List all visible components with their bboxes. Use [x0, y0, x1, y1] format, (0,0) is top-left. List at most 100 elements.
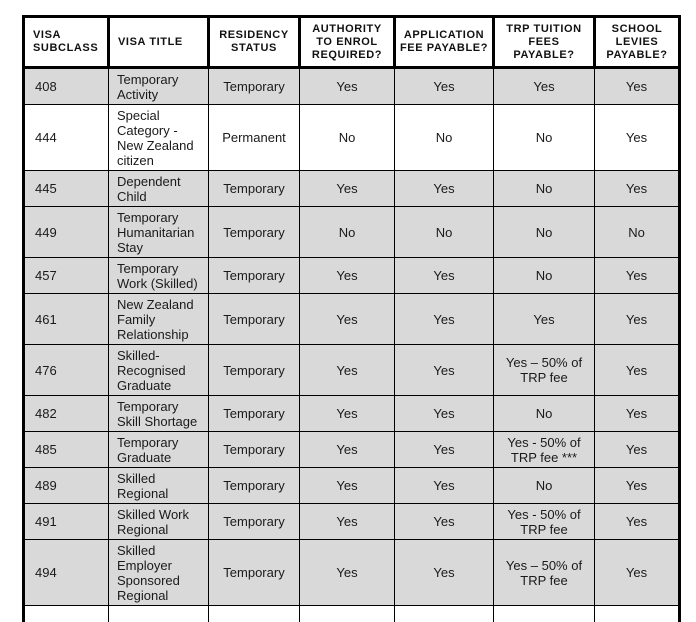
cell-residency-status: Temporary: [208, 431, 300, 468]
cell-trp-tuition-fees: No: [493, 395, 595, 432]
cell-visa-subclass: 449: [23, 206, 109, 258]
table-row: 444 Special Category - New Zealand citiz…: [23, 104, 680, 171]
cell-visa-title: [108, 605, 209, 622]
cell-school-levies: Yes: [594, 257, 680, 294]
cell-authority-to-enrol: Yes: [299, 257, 395, 294]
cell-authority-to-enrol: No: [299, 206, 395, 258]
cell-application-fee: Yes: [394, 257, 494, 294]
cell-authority-to-enrol: Yes: [299, 170, 395, 207]
cell-visa-title: Temporary Humanitarian Stay: [108, 206, 209, 258]
cell-visa-subclass: 476: [23, 344, 109, 396]
cell-application-fee: No: [394, 206, 494, 258]
cell-residency-status: Temporary: [208, 344, 300, 396]
table-row-partial: [23, 605, 680, 622]
col-header-authority-to-enrol: AUTHORITY TO ENROL REQUIRED?: [298, 15, 396, 69]
cell-authority-to-enrol: No: [299, 104, 395, 171]
cell-visa-subclass: 491: [23, 503, 109, 540]
cell-school-levies: Yes: [594, 467, 680, 504]
cell-authority-to-enrol: Yes: [299, 431, 395, 468]
cell-application-fee: No: [394, 104, 494, 171]
table-header: VISA SUBCLASS VISA TITLE RESIDENCY STATU…: [22, 15, 681, 69]
cell-residency-status: Temporary: [208, 67, 300, 105]
cell-residency-status: Temporary: [208, 467, 300, 504]
cell-visa-title: Temporary Skill Shortage: [108, 395, 209, 432]
cell-application-fee: Yes: [394, 395, 494, 432]
cell-visa-subclass: 408: [23, 67, 109, 105]
col-header-trp-tuition-fees: TRP TUITION FEES PAYABLE?: [492, 15, 596, 69]
cell-visa-title: Special Category - New Zealand citizen: [108, 104, 209, 171]
cell-residency-status: Temporary: [208, 539, 300, 606]
cell-residency-status: Temporary: [208, 395, 300, 432]
cell-trp-tuition-fees: No: [493, 467, 595, 504]
cell-visa-title: Skilled Employer Sponsored Regional: [108, 539, 209, 606]
table-row: 489 Skilled Regional Temporary Yes Yes N…: [23, 467, 680, 504]
cell-school-levies: Yes: [594, 539, 680, 606]
cell-application-fee: Yes: [394, 431, 494, 468]
cell-school-levies: Yes: [594, 67, 680, 105]
cell-application-fee: Yes: [394, 503, 494, 540]
cell-authority-to-enrol: Yes: [299, 467, 395, 504]
table-row: 491 Skilled Work Regional Temporary Yes …: [23, 503, 680, 540]
col-header-application-fee: APPLICATION FEE PAYABLE?: [393, 15, 495, 69]
cell-trp-tuition-fees: No: [493, 206, 595, 258]
cell-trp-tuition-fees: Yes - 50% of TRP fee ***: [493, 431, 595, 468]
cell-trp-tuition-fees: No: [493, 257, 595, 294]
cell-school-levies: Yes: [594, 293, 680, 345]
cell-application-fee: Yes: [394, 170, 494, 207]
table-row: 408 Temporary Activity Temporary Yes Yes…: [23, 67, 680, 105]
cell-application-fee: Yes: [394, 344, 494, 396]
cell-authority-to-enrol: Yes: [299, 503, 395, 540]
cell-school-levies: Yes: [594, 344, 680, 396]
cell-trp-tuition-fees: Yes: [493, 293, 595, 345]
cell-authority-to-enrol: Yes: [299, 67, 395, 105]
cell-school-levies: Yes: [594, 503, 680, 540]
cell-application-fee: Yes: [394, 467, 494, 504]
cell-authority-to-enrol: Yes: [299, 395, 395, 432]
cell-visa-title: Temporary Work (Skilled): [108, 257, 209, 294]
cell-trp-tuition-fees: [493, 605, 595, 622]
table-row: 445 Dependent Child Temporary Yes Yes No…: [23, 170, 680, 207]
cell-school-levies: Yes: [594, 395, 680, 432]
cell-residency-status: Temporary: [208, 293, 300, 345]
cell-visa-subclass: 457: [23, 257, 109, 294]
cell-trp-tuition-fees: Yes: [493, 67, 595, 105]
cell-trp-tuition-fees: No: [493, 104, 595, 171]
cell-residency-status: [208, 605, 300, 622]
table-row: 494 Skilled Employer Sponsored Regional …: [23, 539, 680, 606]
cell-visa-subclass: 445: [23, 170, 109, 207]
col-header-visa-subclass: VISA SUBCLASS: [22, 15, 110, 69]
cell-school-levies: Yes: [594, 104, 680, 171]
cell-visa-title: Skilled Regional: [108, 467, 209, 504]
cell-visa-title: New Zealand Family Relationship: [108, 293, 209, 345]
table-row: 457 Temporary Work (Skilled) Temporary Y…: [23, 257, 680, 294]
table-row: 482 Temporary Skill Shortage Temporary Y…: [23, 395, 680, 432]
cell-application-fee: Yes: [394, 67, 494, 105]
table-row: 461 New Zealand Family Relationship Temp…: [23, 293, 680, 345]
cell-authority-to-enrol: Yes: [299, 293, 395, 345]
cell-application-fee: [394, 605, 494, 622]
table-row: 476 Skilled-Recognised Graduate Temporar…: [23, 344, 680, 396]
col-header-school-levies: SCHOOL LEVIES PAYABLE?: [593, 15, 681, 69]
cell-school-levies: Yes: [594, 170, 680, 207]
visa-table-body: 408 Temporary Activity Temporary Yes Yes…: [23, 67, 680, 622]
cell-visa-subclass: 444: [23, 104, 109, 171]
cell-authority-to-enrol: Yes: [299, 539, 395, 606]
cell-school-levies: [594, 605, 680, 622]
table-row: 449 Temporary Humanitarian Stay Temporar…: [23, 206, 680, 258]
header-row: VISA SUBCLASS VISA TITLE RESIDENCY STATU…: [22, 15, 681, 69]
cell-residency-status: Temporary: [208, 503, 300, 540]
cell-residency-status: Temporary: [208, 257, 300, 294]
cell-trp-tuition-fees: No: [493, 170, 595, 207]
cell-visa-title: Skilled Work Regional: [108, 503, 209, 540]
cell-visa-subclass: 482: [23, 395, 109, 432]
cell-authority-to-enrol: [299, 605, 395, 622]
cell-trp-tuition-fees: Yes – 50% of TRP fee: [493, 344, 595, 396]
visa-fees-table: VISA SUBCLASS VISA TITLE RESIDENCY STATU…: [22, 15, 681, 622]
cell-trp-tuition-fees: Yes - 50% of TRP fee: [493, 503, 595, 540]
col-header-residency-status: RESIDENCY STATUS: [207, 15, 301, 69]
cell-visa-subclass: 485: [23, 431, 109, 468]
cell-visa-subclass: [23, 605, 109, 622]
cell-residency-status: Temporary: [208, 170, 300, 207]
cell-visa-title: Temporary Graduate: [108, 431, 209, 468]
